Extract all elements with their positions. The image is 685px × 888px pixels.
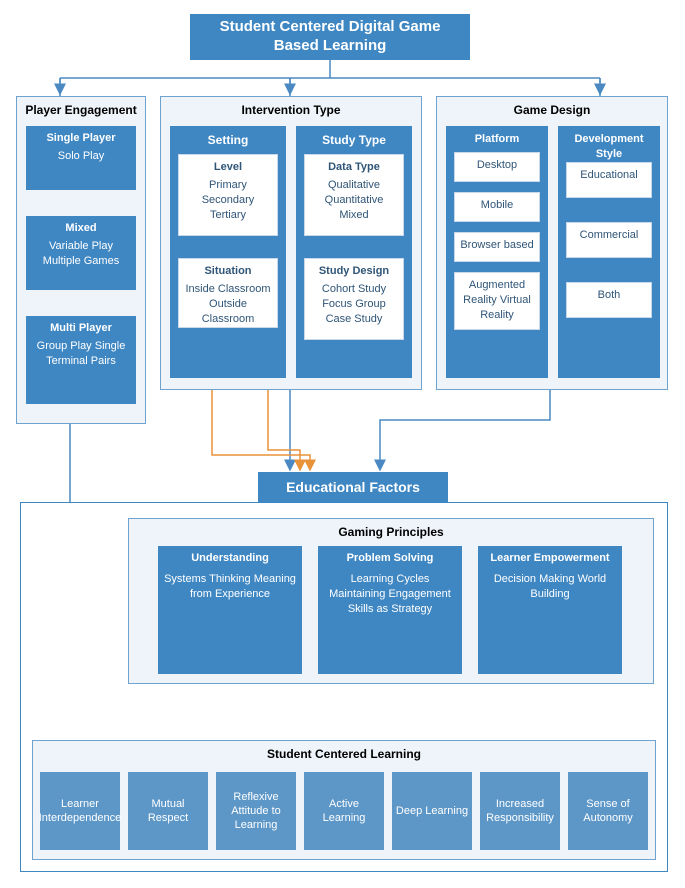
- scl-item-5: Increased Responsibility: [480, 772, 560, 850]
- scl-item-0: Learner Interdependence: [40, 772, 120, 850]
- scl-item-1: Mutual Respect: [128, 772, 208, 850]
- educational-factors-title: Educational Factors: [258, 472, 448, 502]
- pe-multi: Multi Player Group Play Single Terminal …: [26, 316, 136, 404]
- setting-situation: Situation Inside Classroom Outside Class…: [178, 258, 278, 328]
- gp-empower: Learner Empowerment Decision Making Worl…: [478, 546, 622, 674]
- scl-item-3: Active Learning: [304, 772, 384, 850]
- player-engagement-heading: Player Engagement: [17, 97, 145, 117]
- study-data: Data Type Qualitative Quantitative Mixed: [304, 154, 404, 236]
- pe-single: Single Player Solo Play: [26, 126, 136, 190]
- scl-item-2: Reflexive Attitude to Learning: [216, 772, 296, 850]
- scl-heading: Student Centered Learning: [33, 741, 655, 761]
- gaming-principles-heading: Gaming Principles: [129, 519, 653, 539]
- platform-item-2: Browser based: [454, 232, 540, 262]
- intervention-heading: Intervention Type: [161, 97, 421, 117]
- platform-item-0: Desktop: [454, 152, 540, 182]
- platform-item-1: Mobile: [454, 192, 540, 222]
- setting-level: Level Primary Secondary Tertiary: [178, 154, 278, 236]
- devstyle-item-1: Commercial: [566, 222, 652, 258]
- scl-item-6: Sense of Autonomy: [568, 772, 648, 850]
- scl-item-4: Deep Learning: [392, 772, 472, 850]
- gp-problem: Problem Solving Learning Cycles Maintain…: [318, 546, 462, 674]
- pe-mixed: Mixed Variable Play Multiple Games: [26, 216, 136, 290]
- gp-understanding: Understanding Systems Thinking Meaning f…: [158, 546, 302, 674]
- platform-item-3: Augmented Reality Virtual Reality: [454, 272, 540, 330]
- game-design-heading: Game Design: [437, 97, 667, 117]
- devstyle-item-0: Educational: [566, 162, 652, 198]
- study-design: Study Design Cohort Study Focus Group Ca…: [304, 258, 404, 340]
- devstyle-item-2: Both: [566, 282, 652, 318]
- main-title: Student Centered Digital Game Based Lear…: [190, 14, 470, 60]
